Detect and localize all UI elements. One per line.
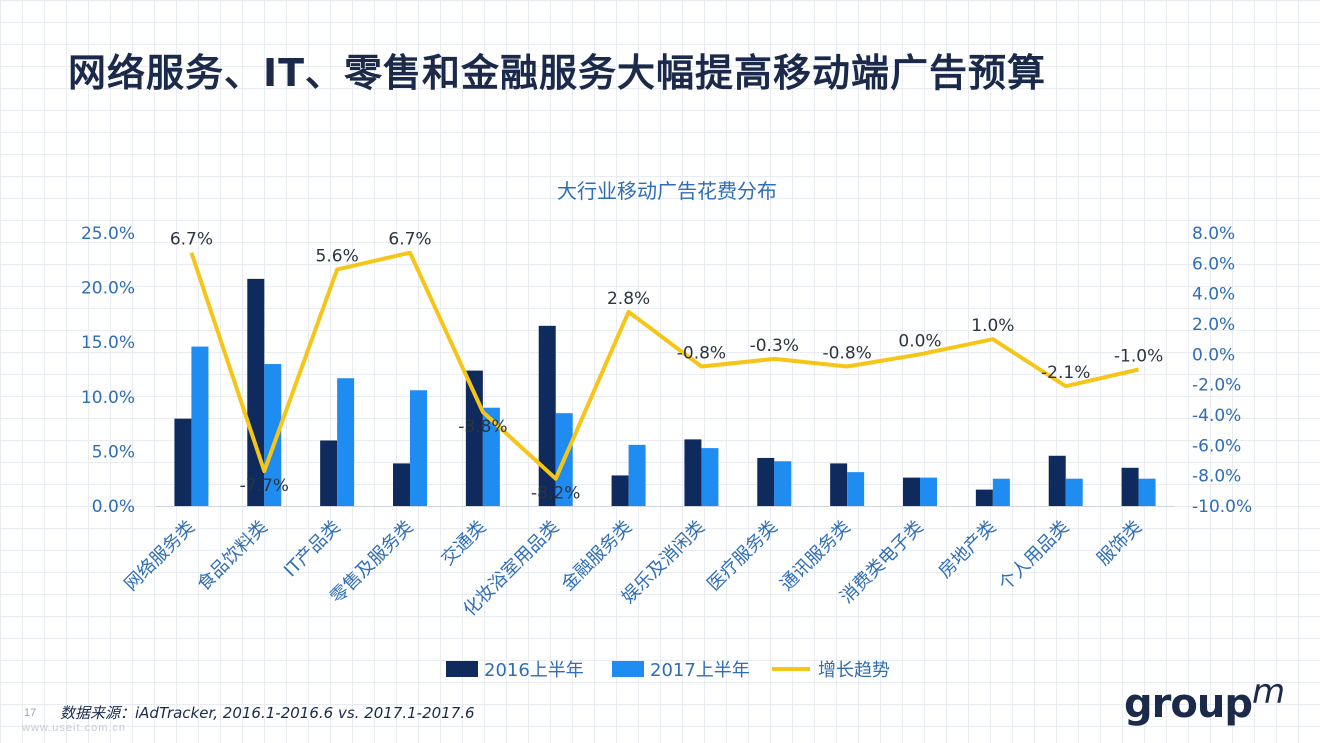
bar-2017 <box>920 477 937 506</box>
groupm-logo: groupm <box>1124 672 1285 727</box>
bar-2017 <box>774 461 792 506</box>
x-axis-category-label: IT产品类 <box>280 517 345 582</box>
bar-2016 <box>1048 455 1066 506</box>
bar-2016 <box>174 418 192 506</box>
x-axis-category-label: 医疗服务类 <box>703 517 781 595</box>
bar-2016 <box>247 278 265 506</box>
bar-2017 <box>410 390 427 506</box>
legend-label-trend: 增长趋势 <box>818 660 890 681</box>
bar-2017 <box>847 472 865 506</box>
bar-2017 <box>264 364 282 506</box>
right-axis-tick-label: 2.0% <box>1192 315 1235 335</box>
page-title: 网络服务、IT、零售和金融服务大幅提高移动端广告预算 <box>68 51 1047 95</box>
bar-2017 <box>628 444 646 506</box>
trend-data-label: -0.8% <box>822 343 871 363</box>
logo-text: group <box>1124 681 1253 727</box>
legend: 2016上半年 2017上半年 增长趋势 <box>446 660 890 681</box>
trend-data-label: 0.0% <box>898 331 941 351</box>
right-axis-tick-label: -8.0% <box>1192 467 1241 487</box>
x-axis-category-label: 食品饮料类 <box>193 517 271 595</box>
right-axis-tick-label: 0.0% <box>1192 345 1235 365</box>
right-y-axis: -10.0% -8.0% -6.0% -4.0% -2.0% 0.0% 2.0% 4.0% 6.… <box>1192 224 1252 517</box>
legend-label-2016: 2016上半年 <box>484 660 584 681</box>
right-axis-tick-label: -6.0% <box>1192 436 1241 456</box>
bars <box>174 278 1156 506</box>
left-axis-tick-label: 5.0% <box>92 442 135 462</box>
trend-data-label: -7.7% <box>240 476 289 496</box>
right-axis-tick-label: -4.0% <box>1192 406 1241 426</box>
x-axis-category-label: 交通类 <box>437 517 490 570</box>
bar-2016 <box>903 477 920 506</box>
x-axis-category-label: 房地产类 <box>935 517 1001 583</box>
legend-label-2017: 2017上半年 <box>650 660 750 681</box>
bar-2016 <box>611 475 629 506</box>
trend-data-label: -0.8% <box>677 343 726 363</box>
trend-data-label: -2.1% <box>1041 363 1090 383</box>
bar-2016 <box>538 325 556 506</box>
bar-2016 <box>684 439 702 506</box>
trend-data-label: 1.0% <box>971 316 1014 336</box>
left-y-axis: 0.0% 5.0% 10.0% 15.0% 20.0% 25.0% <box>81 224 135 517</box>
page-number: 17 <box>24 707 37 719</box>
trend-data-label: -1.0% <box>1114 347 1163 367</box>
x-axis-category-label: 服饰类 <box>1093 517 1146 570</box>
right-axis-tick-label: 4.0% <box>1192 285 1235 305</box>
bar-2017 <box>191 346 209 506</box>
bar-2017 <box>1065 478 1083 506</box>
right-axis-tick-label: 6.0% <box>1192 254 1235 274</box>
right-axis-tick-label: -10.0% <box>1192 497 1252 517</box>
legend-swatch-2016 <box>446 661 478 677</box>
bar-2017 <box>1138 478 1156 506</box>
bar-2017 <box>482 407 500 506</box>
trend-data-label: -0.3% <box>750 336 799 356</box>
x-axis-category-label: 金融服务类 <box>558 517 636 595</box>
source-note: 数据来源：iAdTracker, 2016.1-2016.6 vs. 2017.… <box>60 704 475 722</box>
x-axis-category-label: 通讯服务类 <box>776 517 854 595</box>
chart-title: 大行业移动广告花费分布 <box>557 179 777 203</box>
watermark: www.useit.com.cn <box>22 722 127 734</box>
left-axis-tick-label: 25.0% <box>81 224 135 244</box>
left-axis-tick-label: 0.0% <box>92 497 135 517</box>
bar-2016 <box>393 463 410 506</box>
trend-data-label: 5.6% <box>316 246 359 266</box>
trend-data-label: -3.8% <box>458 417 507 437</box>
x-axis-category-label: 网络服务类 <box>120 517 198 595</box>
bar-2016 <box>320 440 338 506</box>
legend-swatch-2017 <box>612 661 644 677</box>
bar-2016 <box>830 463 848 506</box>
left-axis-tick-label: 15.0% <box>81 333 135 353</box>
right-axis-tick-label: 8.0% <box>1192 224 1235 244</box>
trend-data-label: 6.7% <box>388 230 431 250</box>
bar-2017 <box>701 448 719 506</box>
x-axis-category-label: 个人用品类 <box>995 517 1073 595</box>
logo-mark: m <box>1251 672 1285 712</box>
trend-line-path <box>189 250 1140 481</box>
left-axis-tick-label: 20.0% <box>81 279 135 299</box>
trend-line: 6.7% -7.7% 5.6% 6.7% -3.8% -8.2% 2.8% -0.8% -0.3… <box>170 230 1163 504</box>
bar-2016 <box>1121 467 1139 506</box>
trend-data-label: 2.8% <box>607 289 650 309</box>
right-axis-tick-label: -2.0% <box>1192 376 1241 396</box>
bar-2017 <box>337 378 355 506</box>
bar-2016 <box>757 457 775 506</box>
bar-2017 <box>992 478 1010 506</box>
trend-data-label: -8.2% <box>531 484 580 504</box>
bar-2016 <box>975 489 993 506</box>
trend-data-label: 6.7% <box>170 230 213 250</box>
left-axis-tick-label: 10.0% <box>81 388 135 408</box>
